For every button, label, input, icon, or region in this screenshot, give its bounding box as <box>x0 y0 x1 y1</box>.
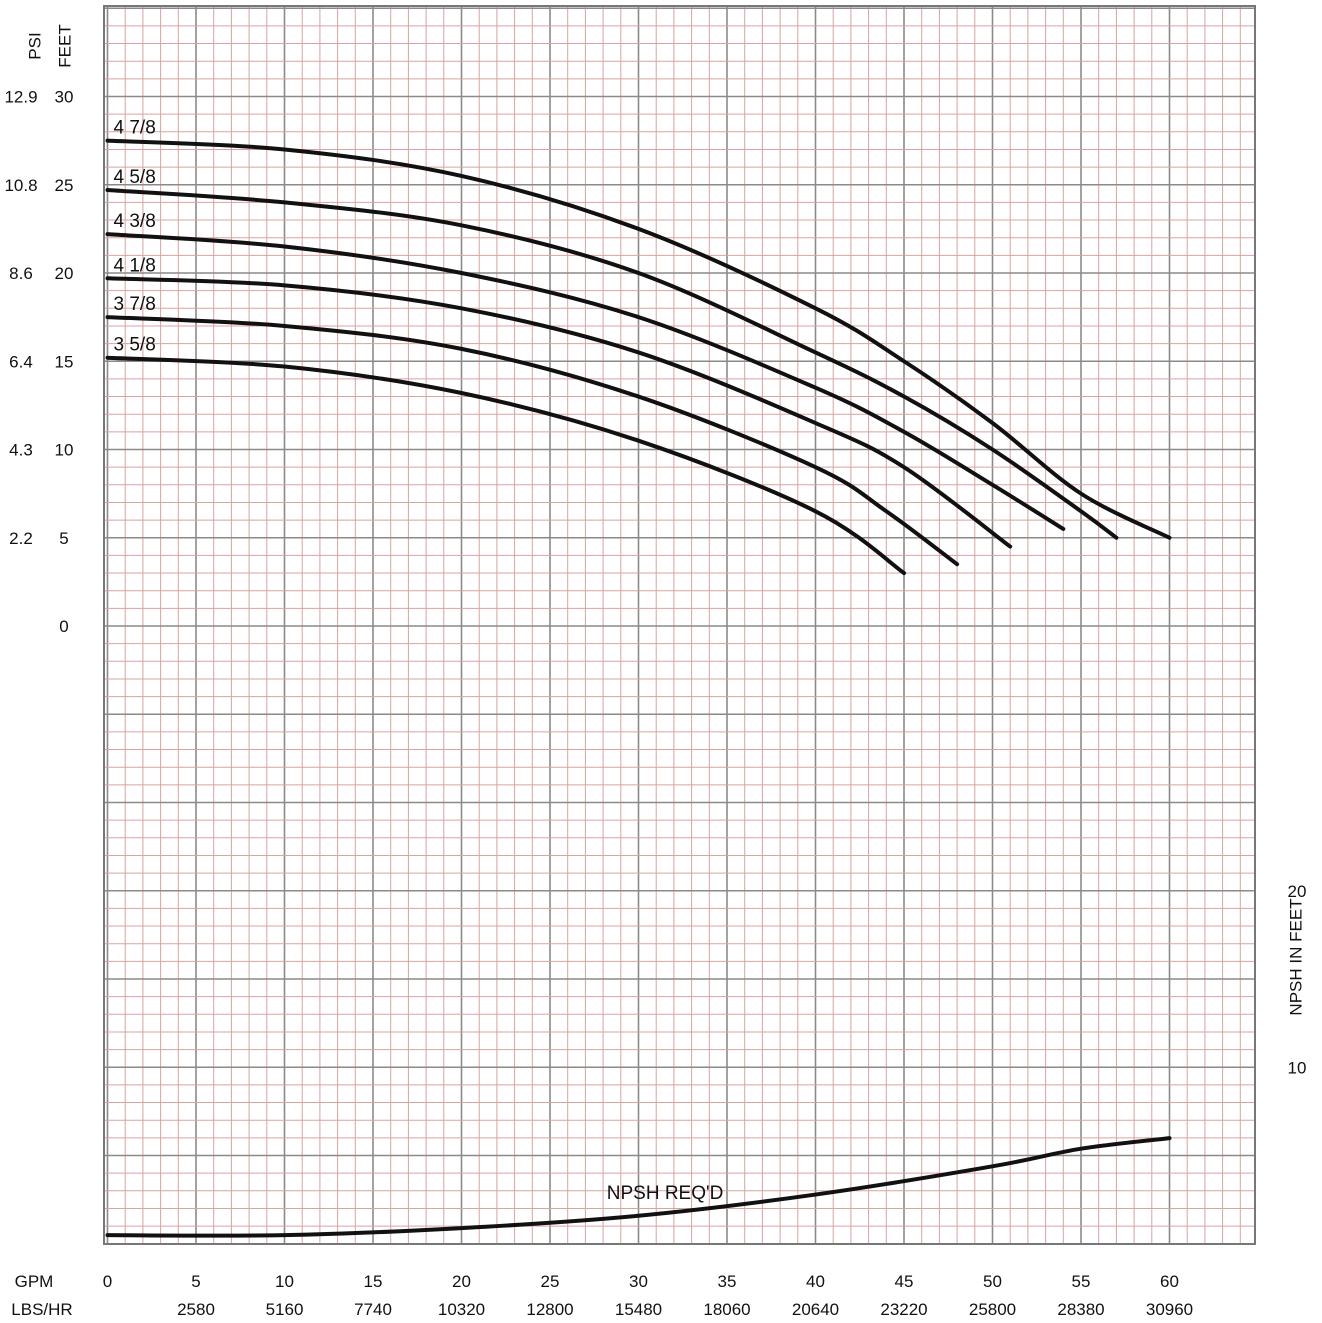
psi-tick-label: 2.2 <box>9 529 33 548</box>
lbs-tick-label: 20640 <box>792 1300 839 1319</box>
head-curve-label: 3 5/8 <box>114 335 156 356</box>
lbs-tick-label: 23220 <box>880 1300 927 1319</box>
gpm-tick-label: 5 <box>191 1272 200 1291</box>
head-curve-label: 4 5/8 <box>114 167 156 188</box>
psi-tick-label: 4.3 <box>9 441 33 460</box>
npsh-tick-label: 20 <box>1288 882 1307 901</box>
lbs-tick-label: 25800 <box>969 1300 1016 1319</box>
head-curve-label: 4 3/8 <box>114 211 156 232</box>
lbs-tick-label: 7740 <box>354 1300 392 1319</box>
psi-axis-title: PSI <box>25 32 44 59</box>
npsh-tick-label: 10 <box>1288 1059 1307 1078</box>
gpm-tick-label: 10 <box>275 1272 294 1291</box>
psi-tick-label: 6.4 <box>9 352 33 371</box>
feet-tick-label: 10 <box>55 441 74 460</box>
gpm-tick-label: 35 <box>718 1272 737 1291</box>
feet-tick-label: 20 <box>55 264 74 283</box>
npsh-curve <box>105 1136 1172 1238</box>
lbs-tick-label: 15480 <box>615 1300 662 1319</box>
head-curve-label: 4 1/8 <box>114 255 156 276</box>
lbs-tick-label: 10320 <box>438 1300 485 1319</box>
lbs-tick-label: 30960 <box>1146 1300 1193 1319</box>
psi-tick-label: 8.6 <box>9 264 33 283</box>
feet-tick-label: 25 <box>55 176 74 195</box>
head-curve <box>105 355 906 576</box>
head-curve <box>105 276 1013 549</box>
gpm-tick-label: 60 <box>1160 1272 1179 1291</box>
npsh-axis-title: NPSH IN FEET <box>1286 898 1305 1015</box>
head-curve <box>105 188 1119 540</box>
feet-axis-title: FEET <box>55 24 74 67</box>
plot-area <box>104 6 1255 1244</box>
chart-curve-labels: 4 7/8 4 5/8 4 3/8 4 1/8 3 7/8 3 5/8 NPSH REQ'D <box>114 118 724 1205</box>
gpm-tick-label: 20 <box>452 1272 471 1291</box>
npsh-curve-label: NPSH REQ'D <box>607 1183 724 1204</box>
psi-tick-label: 10.8 <box>4 176 37 195</box>
gpm-tick-label: 0 <box>103 1272 112 1291</box>
feet-tick-label: 5 <box>59 529 68 548</box>
gpm-tick-label: 45 <box>895 1272 914 1291</box>
gpm-tick-label: 30 <box>629 1272 648 1291</box>
plot-border <box>103 5 1256 1245</box>
feet-tick-label: 0 <box>59 617 68 636</box>
lbs-axis-title: LBS/HR <box>11 1300 72 1319</box>
lbs-tick-label: 18060 <box>703 1300 750 1319</box>
head-curve <box>105 315 960 567</box>
head-curve <box>105 232 1066 531</box>
gpm-tick-label: 55 <box>1072 1272 1091 1291</box>
lbs-tick-label: 5160 <box>266 1300 304 1319</box>
head-curve <box>105 138 1172 540</box>
gpm-tick-label: 50 <box>983 1272 1002 1291</box>
gpm-tick-label: 40 <box>806 1272 825 1291</box>
lbs-tick-label: 2580 <box>177 1300 215 1319</box>
head-curve-label: 3 7/8 <box>114 294 156 315</box>
feet-tick-label: 15 <box>55 352 74 371</box>
gpm-tick-label: 15 <box>364 1272 383 1291</box>
gpm-tick-label: 25 <box>541 1272 560 1291</box>
gpm-axis-title: GPM <box>15 1272 54 1291</box>
chart-grid <box>103 5 1256 1245</box>
lbs-tick-label: 28380 <box>1057 1300 1104 1319</box>
chart-curves <box>105 138 1172 1238</box>
psi-tick-label: 12.9 <box>4 88 37 107</box>
lbs-tick-label: 12800 <box>526 1300 573 1319</box>
feet-tick-label: 30 <box>55 88 74 107</box>
head-curve-label: 4 7/8 <box>114 118 156 139</box>
